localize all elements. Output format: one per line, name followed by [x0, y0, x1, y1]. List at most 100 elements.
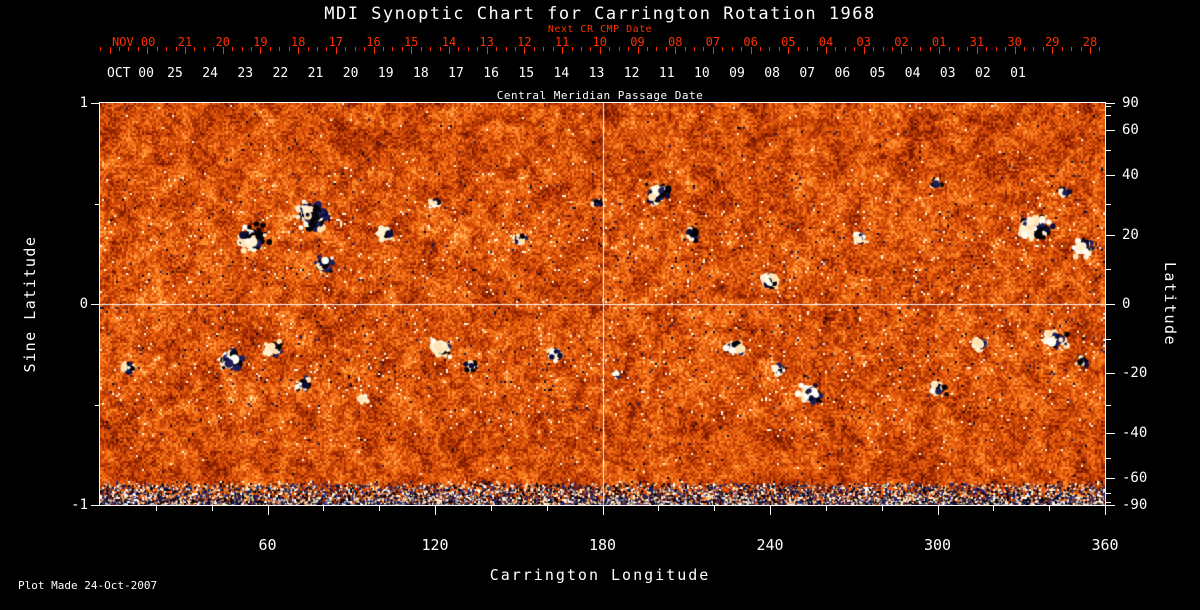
cmp-day-row: 25 24 23 22 21 20 19 18 17 16 15 14 13 12 11 10 09 08 07 06…	[0, 66, 1200, 81]
bottom-tick	[938, 506, 939, 515]
next-cr-tick	[760, 47, 761, 51]
next-cr-tick	[308, 47, 309, 51]
cmp-day: 19	[378, 66, 394, 81]
next-cr-tick	[392, 47, 393, 51]
right-tick	[1106, 130, 1115, 131]
next-cr-tick	[204, 47, 205, 51]
next-cr-tick	[619, 47, 620, 51]
next-cr-tick	[703, 47, 704, 51]
next-cr-tick	[279, 47, 280, 51]
right-minor-tick	[1106, 339, 1111, 340]
next-cr-tick	[1090, 47, 1091, 54]
next-cr-tick	[685, 47, 686, 51]
right-tick-label: 40	[1122, 167, 1139, 183]
right-tick-label: 0	[1122, 296, 1130, 312]
left-tick-label: -1	[71, 497, 88, 513]
right-tick	[1106, 175, 1115, 176]
next-cr-tick	[817, 47, 818, 51]
right-minor-tick	[1106, 502, 1111, 503]
next-cr-tick	[260, 47, 261, 54]
next-cr-tick	[892, 47, 893, 51]
next-cr-tick	[100, 47, 101, 51]
next-cr-tick	[449, 47, 450, 54]
next-cr-tick	[807, 47, 808, 51]
next-cr-tick	[1099, 47, 1100, 51]
right-tick	[1106, 433, 1115, 434]
next-cr-tick	[411, 47, 412, 54]
cmp-day: 11	[659, 66, 675, 81]
cmp-day: 09	[729, 66, 745, 81]
right-minor-tick	[1106, 458, 1111, 459]
right-minor-tick	[1106, 204, 1111, 205]
cmp-day: 07	[799, 66, 815, 81]
right-tick-label: -20	[1122, 365, 1147, 381]
left-axis-title: Sine Latitude	[21, 236, 39, 373]
right-tick-label: 90	[1122, 95, 1139, 111]
bottom-tick-label: 300	[924, 536, 951, 554]
bottom-minor-tick	[826, 506, 827, 511]
next-cr-tick	[364, 47, 365, 51]
cmp-day: 16	[483, 66, 499, 81]
next-cr-tick	[430, 47, 431, 51]
bottom-minor-tick	[993, 506, 994, 511]
next-cr-tick	[1081, 47, 1082, 51]
bottom-tick-label: 360	[1091, 536, 1118, 554]
next-cr-tick	[251, 47, 252, 51]
bottom-minor-tick	[714, 506, 715, 511]
next-cr-tick	[656, 47, 657, 51]
right-tick-label: 60	[1122, 122, 1139, 138]
next-cr-tick	[590, 47, 591, 51]
next-cr-tick	[524, 47, 525, 54]
next-cr-tick	[543, 47, 544, 51]
cmp-day: 18	[413, 66, 429, 81]
next-cr-tick	[694, 47, 695, 51]
next-cr-tick	[930, 47, 931, 51]
next-cr-tick	[572, 47, 573, 51]
next-cr-tick	[911, 47, 912, 51]
right-minor-tick	[1106, 115, 1111, 116]
bottom-minor-tick	[658, 506, 659, 511]
cmp-day: 15	[518, 66, 534, 81]
next-cr-tick	[468, 47, 469, 51]
bottom-minor-tick	[323, 506, 324, 511]
next-cr-tick	[1043, 47, 1044, 51]
next-cr-tick	[185, 47, 186, 54]
bottom-minor-tick	[379, 506, 380, 511]
next-cr-tick	[647, 47, 648, 51]
next-cr-tick	[901, 47, 902, 54]
next-cr-tick	[176, 47, 177, 51]
bottom-tick-label: 180	[589, 536, 616, 554]
left-tick-label: 0	[80, 296, 88, 312]
right-tick	[1106, 373, 1115, 374]
cmp-day: 12	[624, 66, 640, 81]
next-cr-tick	[581, 47, 582, 51]
bottom-minor-tick	[1049, 506, 1050, 511]
chart-title: MDI Synoptic Chart for Carrington Rotati…	[0, 4, 1200, 24]
right-minor-tick	[1106, 269, 1111, 270]
right-tick-label: 20	[1122, 227, 1139, 243]
cmp-day: 14	[554, 66, 570, 81]
next-cr-tick	[496, 47, 497, 51]
cmp-day: 20	[343, 66, 359, 81]
cmp-day: 08	[764, 66, 780, 81]
next-cr-tick	[939, 47, 940, 54]
right-tick	[1106, 103, 1115, 104]
right-minor-tick	[1106, 150, 1111, 151]
next-cr-tick	[854, 47, 855, 51]
bottom-tick	[603, 506, 604, 515]
next-cr-tick	[128, 47, 129, 51]
next-cr-tick	[609, 47, 610, 51]
next-cr-tick	[779, 47, 780, 51]
bottom-minor-tick	[882, 506, 883, 511]
right-tick	[1106, 235, 1115, 236]
next-cr-tick	[194, 47, 195, 51]
magnetogram-canvas	[100, 103, 1105, 505]
next-cr-tick	[977, 47, 978, 54]
next-cr-tick	[166, 47, 167, 51]
next-cr-tick	[270, 47, 271, 51]
next-cr-cmp-date-label: Next CR CMP Date	[0, 24, 1200, 35]
next-cr-tick	[958, 47, 959, 51]
next-cr-tick	[741, 47, 742, 51]
next-cr-tick	[232, 47, 233, 51]
next-cr-tick	[477, 47, 478, 51]
